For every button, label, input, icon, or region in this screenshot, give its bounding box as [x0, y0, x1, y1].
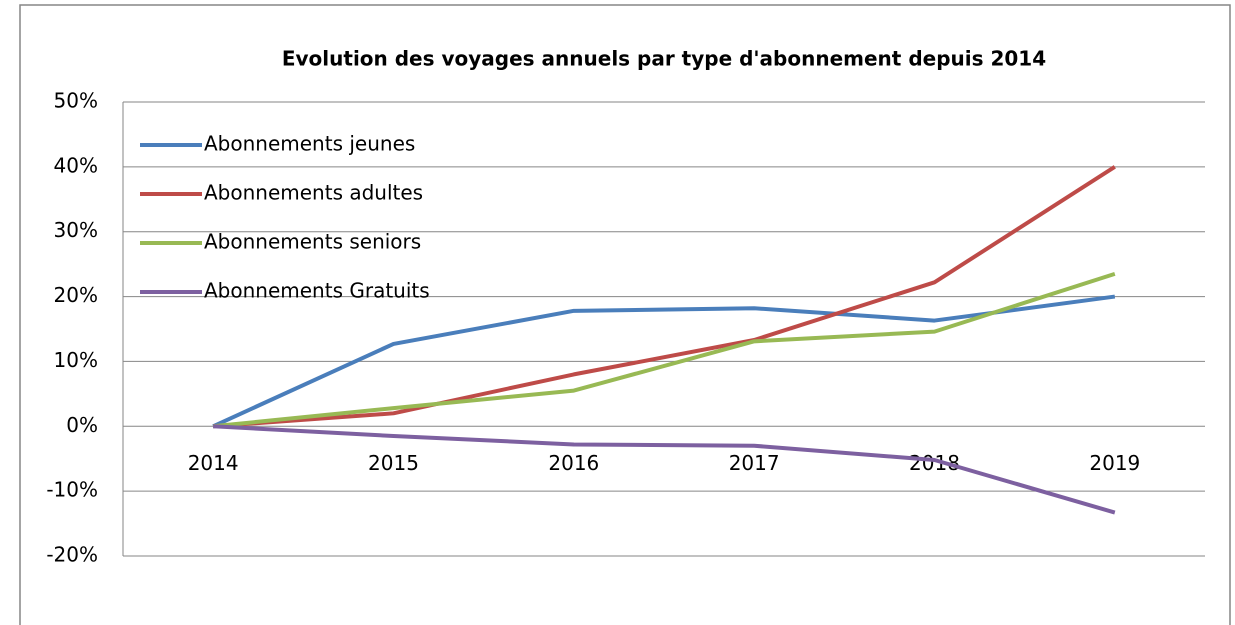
series-line	[213, 165, 1116, 429]
chart-title: Evolution des voyages annuels par type d…	[282, 47, 1046, 71]
x-tick-label: 2016	[548, 451, 599, 475]
y-tick-label: 50%	[54, 89, 98, 113]
x-tick-label: 2018	[909, 451, 960, 475]
x-tick-label: 2014	[188, 451, 239, 475]
y-tick-label: -10%	[46, 478, 98, 502]
legend-label: Abonnements Gratuits	[204, 279, 430, 303]
x-tick-label: 2019	[1089, 451, 1140, 475]
chart-frame	[19, 4, 1231, 625]
y-tick-label: 0%	[66, 413, 98, 437]
x-tick-label: 2017	[729, 451, 780, 475]
x-tick-label: 2015	[368, 451, 419, 475]
y-tick-label: 40%	[54, 153, 98, 177]
series-line	[213, 424, 1116, 515]
legend-label: Abonnements seniors	[204, 230, 421, 254]
series-line	[212, 294, 1116, 429]
y-tick-label: 20%	[54, 283, 98, 307]
y-tick-label: -20%	[46, 543, 98, 567]
legend-label: Abonnements adultes	[204, 181, 423, 205]
y-tick-label: 30%	[54, 218, 98, 242]
y-tick-label: 10%	[54, 348, 98, 372]
legend-label: Abonnements jeunes	[204, 132, 415, 156]
series-line	[212, 271, 1116, 429]
